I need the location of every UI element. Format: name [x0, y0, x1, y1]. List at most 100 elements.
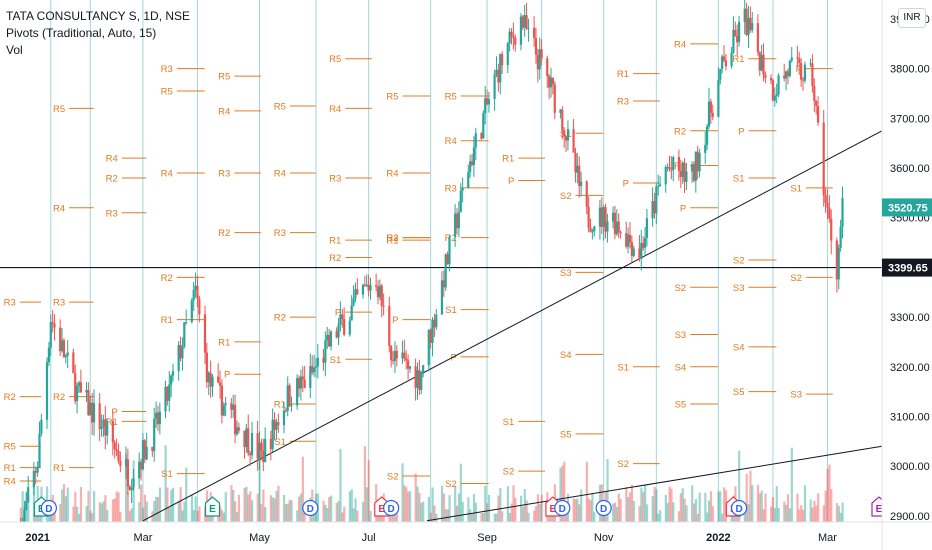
volume-bar — [106, 509, 109, 522]
x-tick-label: 2021 — [25, 532, 49, 544]
volume-bar — [343, 506, 346, 522]
volume-bar — [538, 504, 541, 522]
volume-bar — [420, 502, 423, 522]
candle-body — [145, 446, 148, 460]
event-marker-d[interactable]: D — [40, 499, 57, 517]
currency-button[interactable]: INR — [898, 8, 926, 28]
candle-body — [138, 461, 141, 479]
event-letter: E — [876, 504, 883, 515]
pivot-label-r5: R5 — [386, 92, 398, 103]
candle-body — [598, 207, 602, 227]
candle-body — [587, 206, 590, 228]
y-tick-label: 3600.00 — [890, 163, 930, 175]
pivot-label-p: P — [392, 315, 398, 326]
trend-line[interactable] — [426, 445, 883, 522]
volume-bar — [219, 505, 222, 522]
volume-bar — [817, 493, 820, 522]
candle-body — [76, 386, 79, 402]
y-tick-label: 2900.00 — [890, 511, 930, 523]
pivot-label-r4: R4 — [386, 169, 398, 180]
trend-lines[interactable] — [0, 130, 883, 522]
pivot-label-r1: R1 — [161, 315, 173, 326]
candle-body — [835, 240, 838, 280]
chart-legend: TATA CONSULTANCY S, 1D, NSE Pivots (Trad… — [6, 8, 190, 59]
volume-bar — [606, 459, 609, 522]
candle-body — [297, 378, 301, 389]
candle-body — [62, 340, 66, 358]
candle-body — [64, 355, 67, 358]
event-marker-d[interactable]: D — [730, 499, 748, 517]
event-marker-d[interactable]: D — [595, 499, 612, 517]
event-marker-d[interactable]: D — [302, 499, 319, 517]
candle-body — [670, 169, 673, 171]
event-markers[interactable]: EDEDEDEDDEDE — [33, 496, 887, 517]
candle-body — [559, 109, 562, 113]
candle-body — [756, 23, 759, 53]
volume-bar — [841, 502, 844, 522]
x-tick-label: Mar — [133, 532, 152, 544]
y-tick-label: 3800.00 — [890, 64, 930, 76]
pivots-study-label[interactable]: Pivots (Traditional, Auto, 15) — [6, 26, 157, 40]
candle-body — [493, 74, 496, 99]
volume-bar — [645, 504, 649, 522]
pivot-label-r1: R1 — [502, 154, 514, 165]
pivot-label-s1: S1 — [274, 437, 286, 448]
candle-body — [435, 314, 438, 328]
candle-body — [561, 109, 564, 131]
pivot-label-s1: S1 — [617, 362, 629, 373]
volume-bar — [326, 508, 329, 522]
volume-bar — [651, 496, 654, 522]
candle-body — [796, 57, 799, 59]
candle-body — [574, 152, 577, 173]
volume-bar — [339, 449, 342, 522]
event-marker-d[interactable]: D — [554, 499, 571, 517]
volume-bar — [480, 513, 483, 522]
candle-body — [487, 98, 491, 105]
symbol-title[interactable]: TATA CONSULTANCY S, 1D, NSE — [6, 9, 191, 23]
event-letter: D — [600, 504, 607, 515]
candle-body — [576, 165, 579, 173]
pivot-label-p: P — [111, 407, 117, 418]
pivot-label-r2: R2 — [106, 173, 118, 184]
pivot-label-r4: R4 — [161, 169, 173, 180]
volume-bar — [672, 502, 675, 522]
event-marker-d[interactable]: D — [383, 499, 400, 517]
pivot-label-r4: R4 — [674, 39, 686, 50]
volume-bar — [764, 493, 767, 522]
candle-body — [638, 248, 641, 259]
candle-body — [589, 227, 592, 232]
candle-body — [250, 433, 254, 456]
volume-bar — [27, 498, 30, 522]
volume-bar — [593, 512, 596, 522]
volume-bar — [519, 495, 523, 522]
trend-line[interactable] — [142, 130, 883, 522]
volume-bar — [828, 464, 831, 522]
candle-body — [284, 410, 287, 412]
candle-body — [391, 360, 395, 362]
volume-bar — [785, 504, 788, 522]
volume-bar — [164, 445, 167, 522]
y-tick-label: 3100.00 — [890, 411, 930, 423]
candle-body — [442, 280, 445, 288]
volume-bar — [758, 493, 761, 522]
pivot-label-s1: S1 — [790, 183, 802, 194]
volume-bar — [130, 508, 133, 522]
candle-body — [668, 167, 671, 170]
volume-study-label[interactable]: Vol — [6, 43, 23, 57]
event-marker-e[interactable]: E — [204, 496, 221, 517]
volume-bar — [102, 501, 105, 522]
candle-body — [341, 314, 344, 320]
volume-bar — [72, 506, 75, 522]
pivot-label-s1: S1 — [161, 469, 173, 480]
candle-body — [170, 375, 173, 385]
candle-body — [382, 305, 385, 307]
candle-body — [339, 314, 342, 326]
candle-body — [431, 319, 434, 343]
volume-bar — [615, 506, 619, 522]
volume-bar — [664, 494, 667, 522]
pivot-label-r2: R2 — [53, 392, 65, 403]
pivot-label-s2: S2 — [675, 283, 687, 294]
candle-body — [427, 329, 430, 366]
candle-body — [600, 207, 603, 227]
